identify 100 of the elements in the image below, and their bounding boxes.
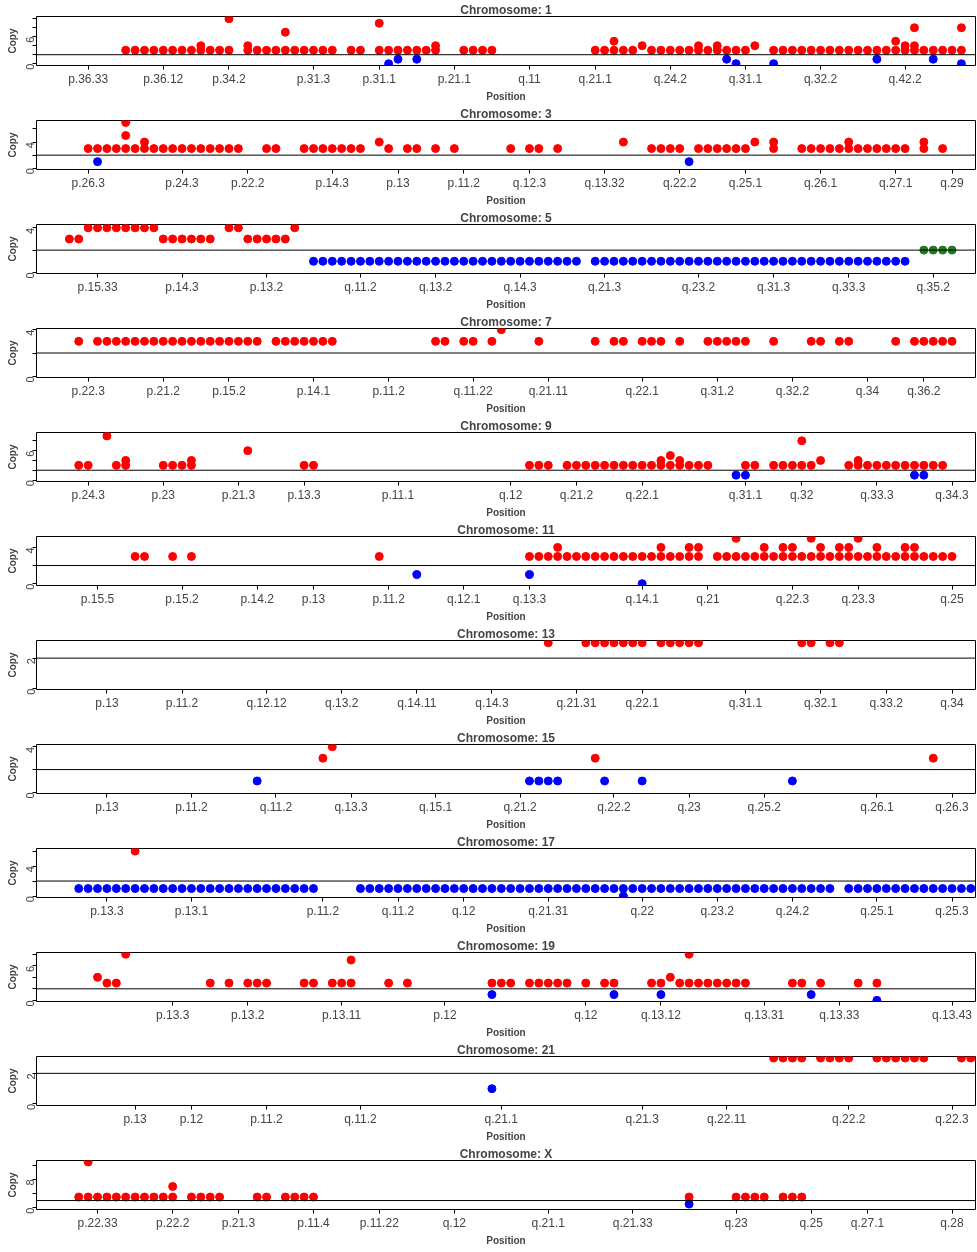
y-tick-label: 0	[24, 792, 37, 799]
y-axis-title: Copy	[6, 340, 18, 366]
y-axis-title: Copy	[6, 1172, 18, 1198]
x-tick-label: q.22.2	[597, 799, 631, 814]
x-tick-label: p.13	[95, 695, 119, 710]
x-tick-label: q.12.3	[512, 175, 547, 190]
chart-title: Chromosome: 21	[456, 1042, 556, 1057]
y-tick-label: 6	[24, 36, 37, 43]
x-tick-label: q.28	[940, 1215, 965, 1230]
y-tick-label: 4	[24, 142, 37, 149]
x-tick-label: p.13	[95, 799, 119, 814]
y-axis-title: Copy	[6, 964, 18, 990]
chart-title: Chromosome: 5	[460, 210, 552, 225]
y-tick-label: 4	[24, 547, 37, 554]
x-tick-label: q.21.2	[559, 487, 594, 502]
x-tick-label: q.26.1	[860, 799, 894, 814]
x-tick-label: q.13.3	[512, 591, 547, 606]
x-tick-label: q.13.32	[584, 175, 625, 190]
y-axis-title: Copy	[6, 652, 18, 678]
chart-title: Chromosome: 7	[460, 314, 552, 329]
x-tick-label: q.13.3	[334, 799, 369, 814]
x-tick-label: p.13.3	[155, 1007, 190, 1022]
x-tick-label: q.24.2	[775, 903, 810, 918]
x-tick-label: q.22.3	[935, 1111, 970, 1126]
x-tick-label: p.31.1	[362, 71, 397, 86]
x-tick-label: q.13.2	[324, 695, 359, 710]
x-tick-label: q.25.1	[728, 175, 763, 190]
x-axis-title: Position	[486, 298, 526, 310]
x-tick-label: p.22.3	[71, 383, 106, 398]
y-axis-title: Copy	[6, 236, 18, 262]
chart-title: Chromosome: X	[459, 1146, 553, 1161]
x-tick-label: q.12	[574, 1007, 598, 1022]
y-axis-title: Copy	[6, 444, 18, 470]
x-tick-label: q.21.11	[528, 383, 569, 398]
x-tick-label: q.23.2	[700, 903, 735, 918]
x-tick-label: q.31.1	[728, 71, 763, 86]
x-tick-label: p.14.1	[296, 383, 331, 398]
x-tick-label: q.11.2	[259, 799, 293, 814]
x-tick-label: p.22.33	[77, 1215, 118, 1230]
x-tick-label: q.14.11	[397, 695, 437, 710]
x-tick-label: q.22.1	[625, 695, 660, 710]
x-tick-label: p.12	[179, 1111, 204, 1126]
y-tick-label: 0	[24, 272, 37, 279]
x-tick-label: q.32.2	[803, 71, 838, 86]
x-tick-label: q.25.2	[747, 799, 782, 814]
y-tick-label: 0	[24, 1000, 37, 1007]
x-tick-label: q.21.3	[587, 279, 622, 294]
y-tick-label: 4	[24, 329, 37, 336]
chart-title: Chromosome: 11	[457, 522, 556, 537]
x-tick-label: q.33.3	[832, 279, 866, 294]
x-tick-label: q.13.2	[418, 279, 453, 294]
x-tick-label: p.13.11	[322, 1007, 362, 1022]
x-tick-label: q.33.2	[869, 695, 904, 710]
x-tick-label: q.27.1	[850, 1215, 885, 1230]
y-tick-label: 6	[24, 450, 37, 457]
x-tick-label: q.22.1	[625, 383, 660, 398]
x-tick-label: q.23.3	[841, 591, 876, 606]
x-tick-label: p.22.2	[155, 1215, 190, 1230]
x-axis-title: Position	[486, 506, 526, 518]
y-tick-label: 4	[24, 746, 37, 753]
x-axis-title: Position	[486, 922, 526, 934]
x-tick-label: p.34.2	[212, 71, 246, 86]
x-tick-label: p.15.33	[77, 279, 118, 294]
x-tick-label: q.34.3	[935, 487, 970, 502]
x-axis-title: Position	[486, 402, 526, 414]
x-tick-label: q.21.2	[503, 799, 538, 814]
x-tick-label: q.29	[940, 175, 965, 190]
x-tick-label: q.31.3	[756, 279, 791, 294]
x-tick-label: p.11.2	[250, 1111, 284, 1126]
x-tick-label: q.34	[940, 695, 965, 710]
chart-title: Chromosome: 3	[460, 106, 552, 121]
x-tick-label: q.21.1	[531, 1215, 566, 1230]
x-tick-label: p.13.3	[287, 487, 322, 502]
x-tick-label: q.24.2	[653, 71, 688, 86]
y-tick-label: 0	[24, 583, 37, 590]
x-tick-label: p.13.3	[90, 903, 124, 918]
x-tick-label: q.25	[799, 1215, 824, 1230]
x-tick-label: q.31.2	[700, 383, 735, 398]
x-tick-label: q.22.2	[663, 175, 697, 190]
y-tick-label: 2	[24, 1073, 37, 1080]
x-tick-label: p.13.2	[249, 279, 284, 294]
y-tick-label: 0	[24, 1103, 37, 1111]
x-tick-label: q.11	[518, 71, 542, 86]
x-tick-label: q.35.2	[916, 279, 951, 294]
y-axis-title: Copy	[6, 860, 18, 886]
y-axis-title: Copy	[6, 756, 18, 782]
x-tick-label: p.21.2	[146, 383, 181, 398]
y-tick-label: 8	[24, 1179, 37, 1186]
x-tick-label: p.14.3	[315, 175, 350, 190]
x-tick-label: q.22.1	[625, 487, 660, 502]
chart-title: Chromosome: 17	[456, 834, 556, 849]
x-tick-label: p.31.3	[296, 71, 331, 86]
y-tick-label: 0	[24, 376, 37, 383]
x-tick-label: q.31.1	[728, 487, 763, 502]
x-tick-label: p.11.4	[297, 1215, 331, 1230]
chart-title: Chromosome: 1	[460, 2, 552, 17]
y-tick-label: 6	[24, 965, 37, 972]
x-tick-label: q.31.1	[728, 695, 763, 710]
x-tick-label: p.11.1	[381, 487, 415, 502]
x-tick-label: q.22	[630, 903, 655, 918]
